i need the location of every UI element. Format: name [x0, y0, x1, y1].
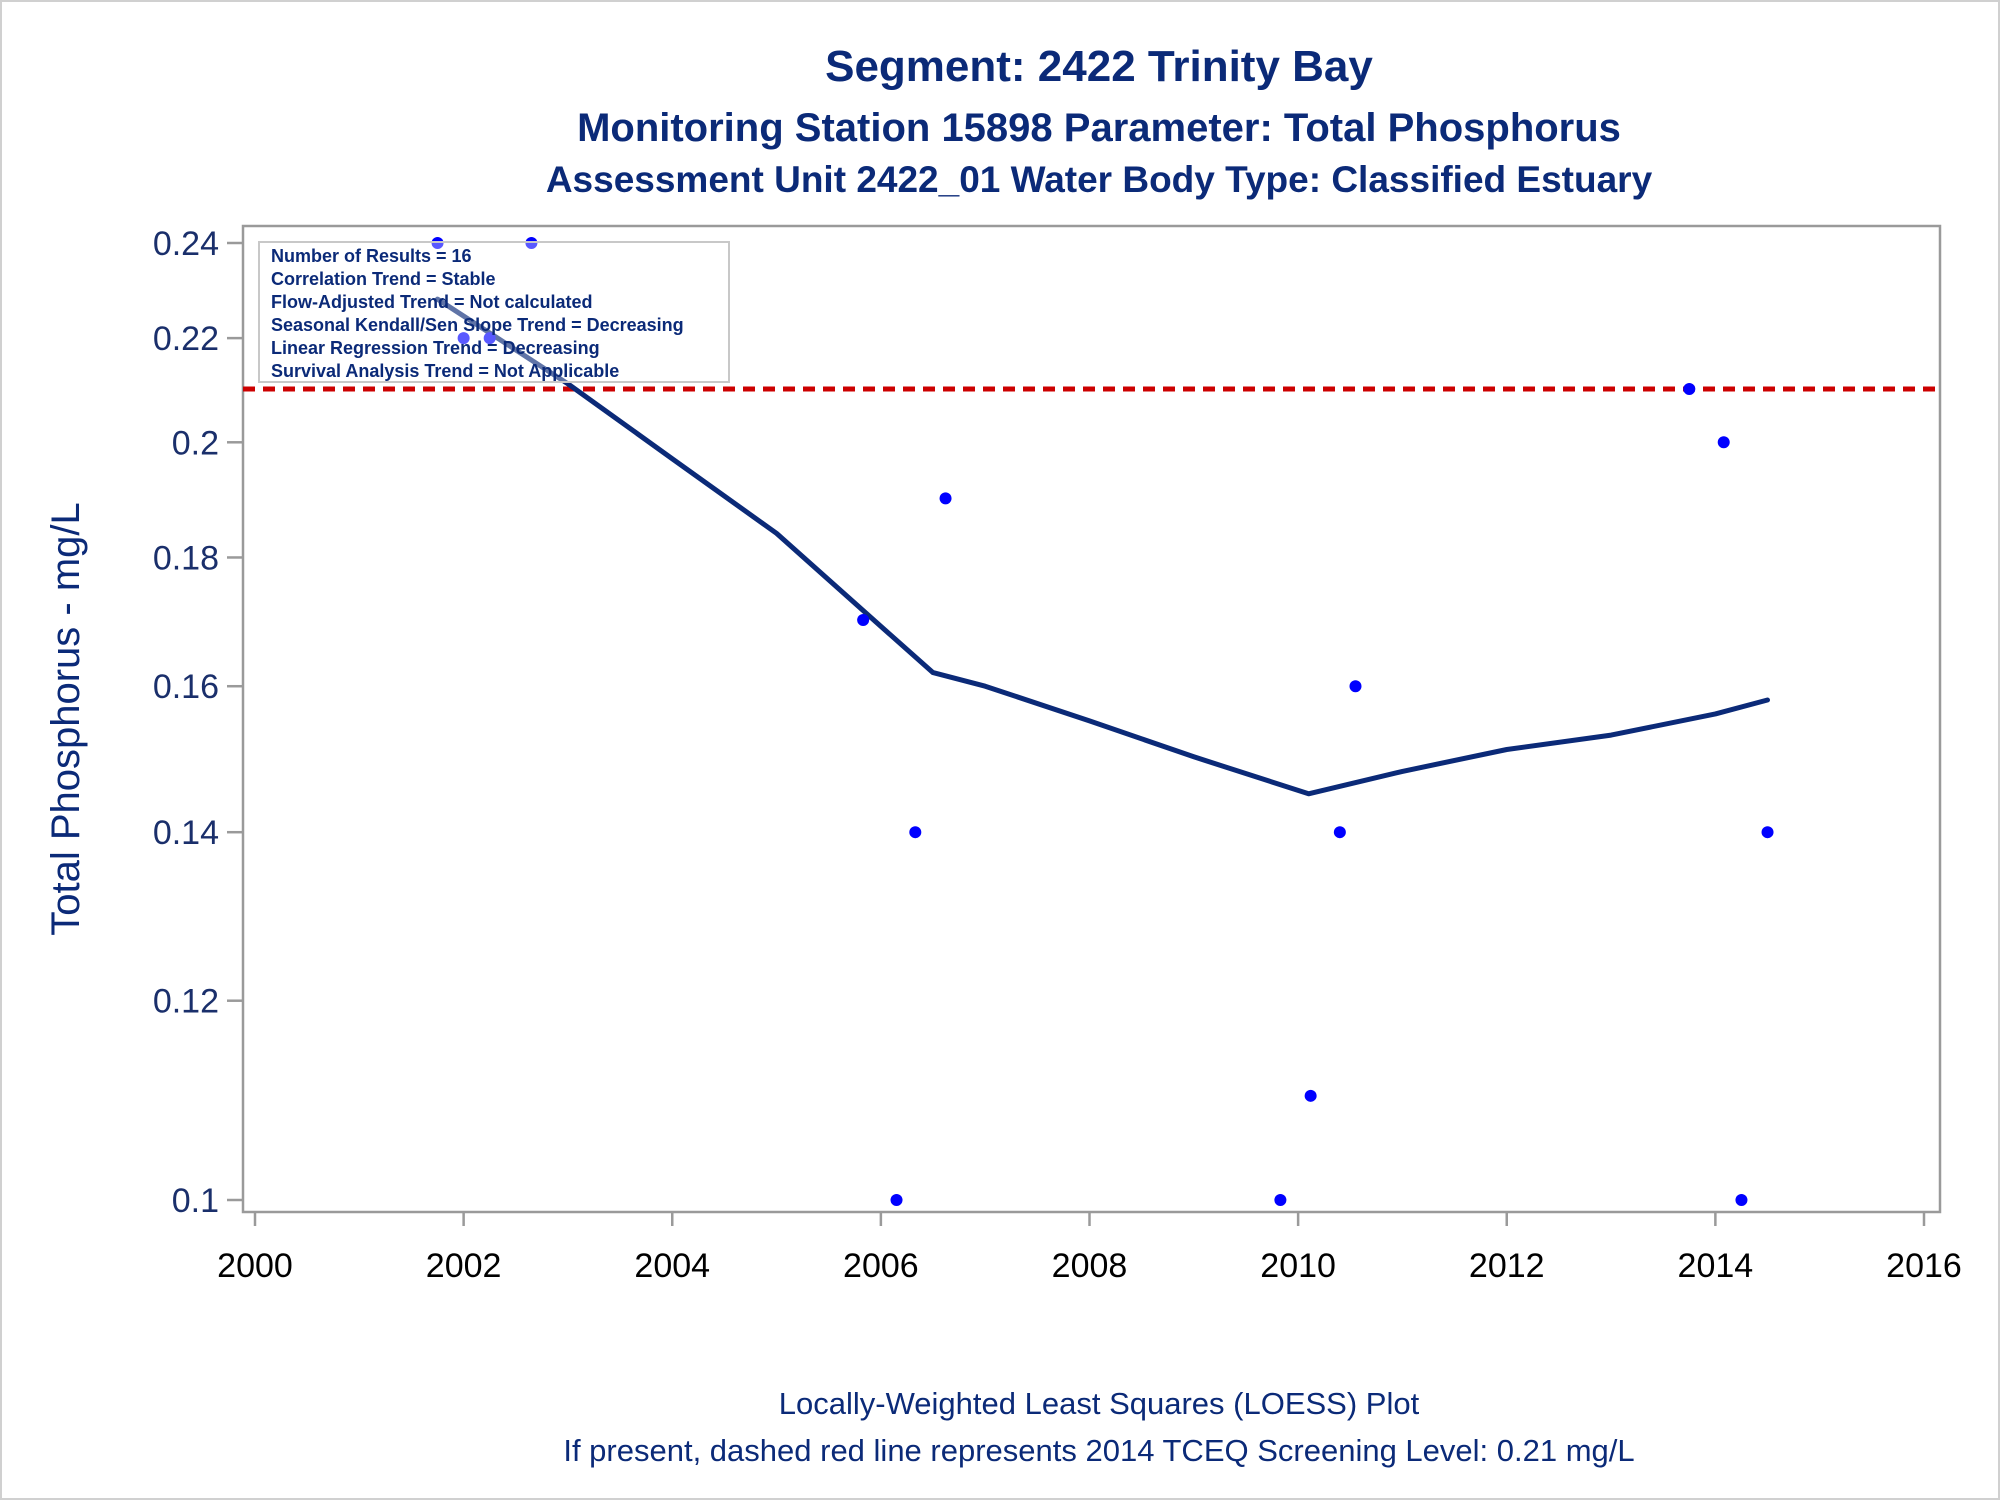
x-tick-label: 2000 [217, 1247, 293, 1285]
x-tick-label: 2008 [1052, 1247, 1128, 1285]
y-axis: 0.1 0.12 0.14 0.16 0.18 0.2 0.22 0.24 [153, 225, 243, 1220]
stat-survival-analysis-trend: Survival Analysis Trend = Not Applicable [271, 361, 619, 381]
footnote-plot-type: Locally-Weighted Least Squares (LOESS) P… [779, 1386, 1420, 1421]
stat-flow-adjusted-trend: Flow-Adjusted Trend = Not calculated [271, 292, 593, 312]
data-point [857, 613, 870, 626]
data-point [1717, 436, 1730, 449]
x-tick-label: 2016 [1886, 1247, 1962, 1285]
y-tick-label: 0.1 [172, 1182, 219, 1220]
y-tick-label: 0.2 [172, 424, 219, 462]
y-tick-label: 0.16 [153, 668, 219, 706]
data-point [1304, 1089, 1317, 1102]
y-tick-label: 0.22 [153, 320, 219, 358]
x-tick-label: 2014 [1678, 1247, 1754, 1285]
stats-box: Number of Results = 16 Correlation Trend… [258, 241, 730, 383]
data-point [1349, 680, 1362, 693]
plot-area [241, 224, 1942, 1214]
y-tick-label: 0.12 [153, 983, 219, 1021]
x-tick-label: 2004 [634, 1247, 710, 1285]
y-tick-label: 0.14 [153, 814, 219, 852]
data-point [909, 826, 922, 839]
data-point [1683, 382, 1696, 395]
data-point [1274, 1194, 1287, 1206]
y-axis-label: Total Phosphorus - mg/L [44, 502, 88, 936]
data-point [1333, 826, 1346, 839]
stats-box-border [258, 241, 730, 383]
data-point [1735, 1194, 1748, 1206]
stat-linear-regression-trend: Linear Regression Trend = Decreasing [271, 338, 600, 358]
x-tick-label: 2006 [843, 1247, 919, 1285]
y-tick-label: 0.24 [153, 225, 219, 263]
y-tick-label: 0.18 [153, 539, 219, 577]
loess-trend-line [435, 296, 1770, 797]
data-point [939, 492, 952, 505]
stat-correlation-trend: Correlation Trend = Stable [271, 269, 496, 289]
data-point [457, 332, 470, 345]
data-points [431, 237, 1774, 1206]
footnote-screening-level: If present, dashed red line represents 2… [563, 1433, 1634, 1468]
chart-subtitle-2: Assessment Unit 2422_01 Water Body Type:… [546, 159, 1653, 200]
chart-subtitle-1: Monitoring Station 15898 Parameter: Tota… [577, 106, 1621, 150]
x-tick-label: 2010 [1260, 1247, 1336, 1285]
chart-title: Segment: 2422 Trinity Bay [825, 42, 1373, 91]
x-tick-label: 2002 [426, 1247, 502, 1285]
stat-number-of-results: Number of Results = 16 [271, 246, 472, 266]
data-point [483, 332, 496, 345]
x-tick-label: 2012 [1469, 1247, 1545, 1285]
data-point [1761, 826, 1774, 839]
x-axis: 2000 2002 2004 2006 2008 2010 2012 2014 2016 [217, 1212, 1962, 1285]
data-point [890, 1194, 903, 1206]
stat-seasonal-kendall-trend: Seasonal Kendall/Sen Slope Trend = Decre… [271, 315, 684, 335]
